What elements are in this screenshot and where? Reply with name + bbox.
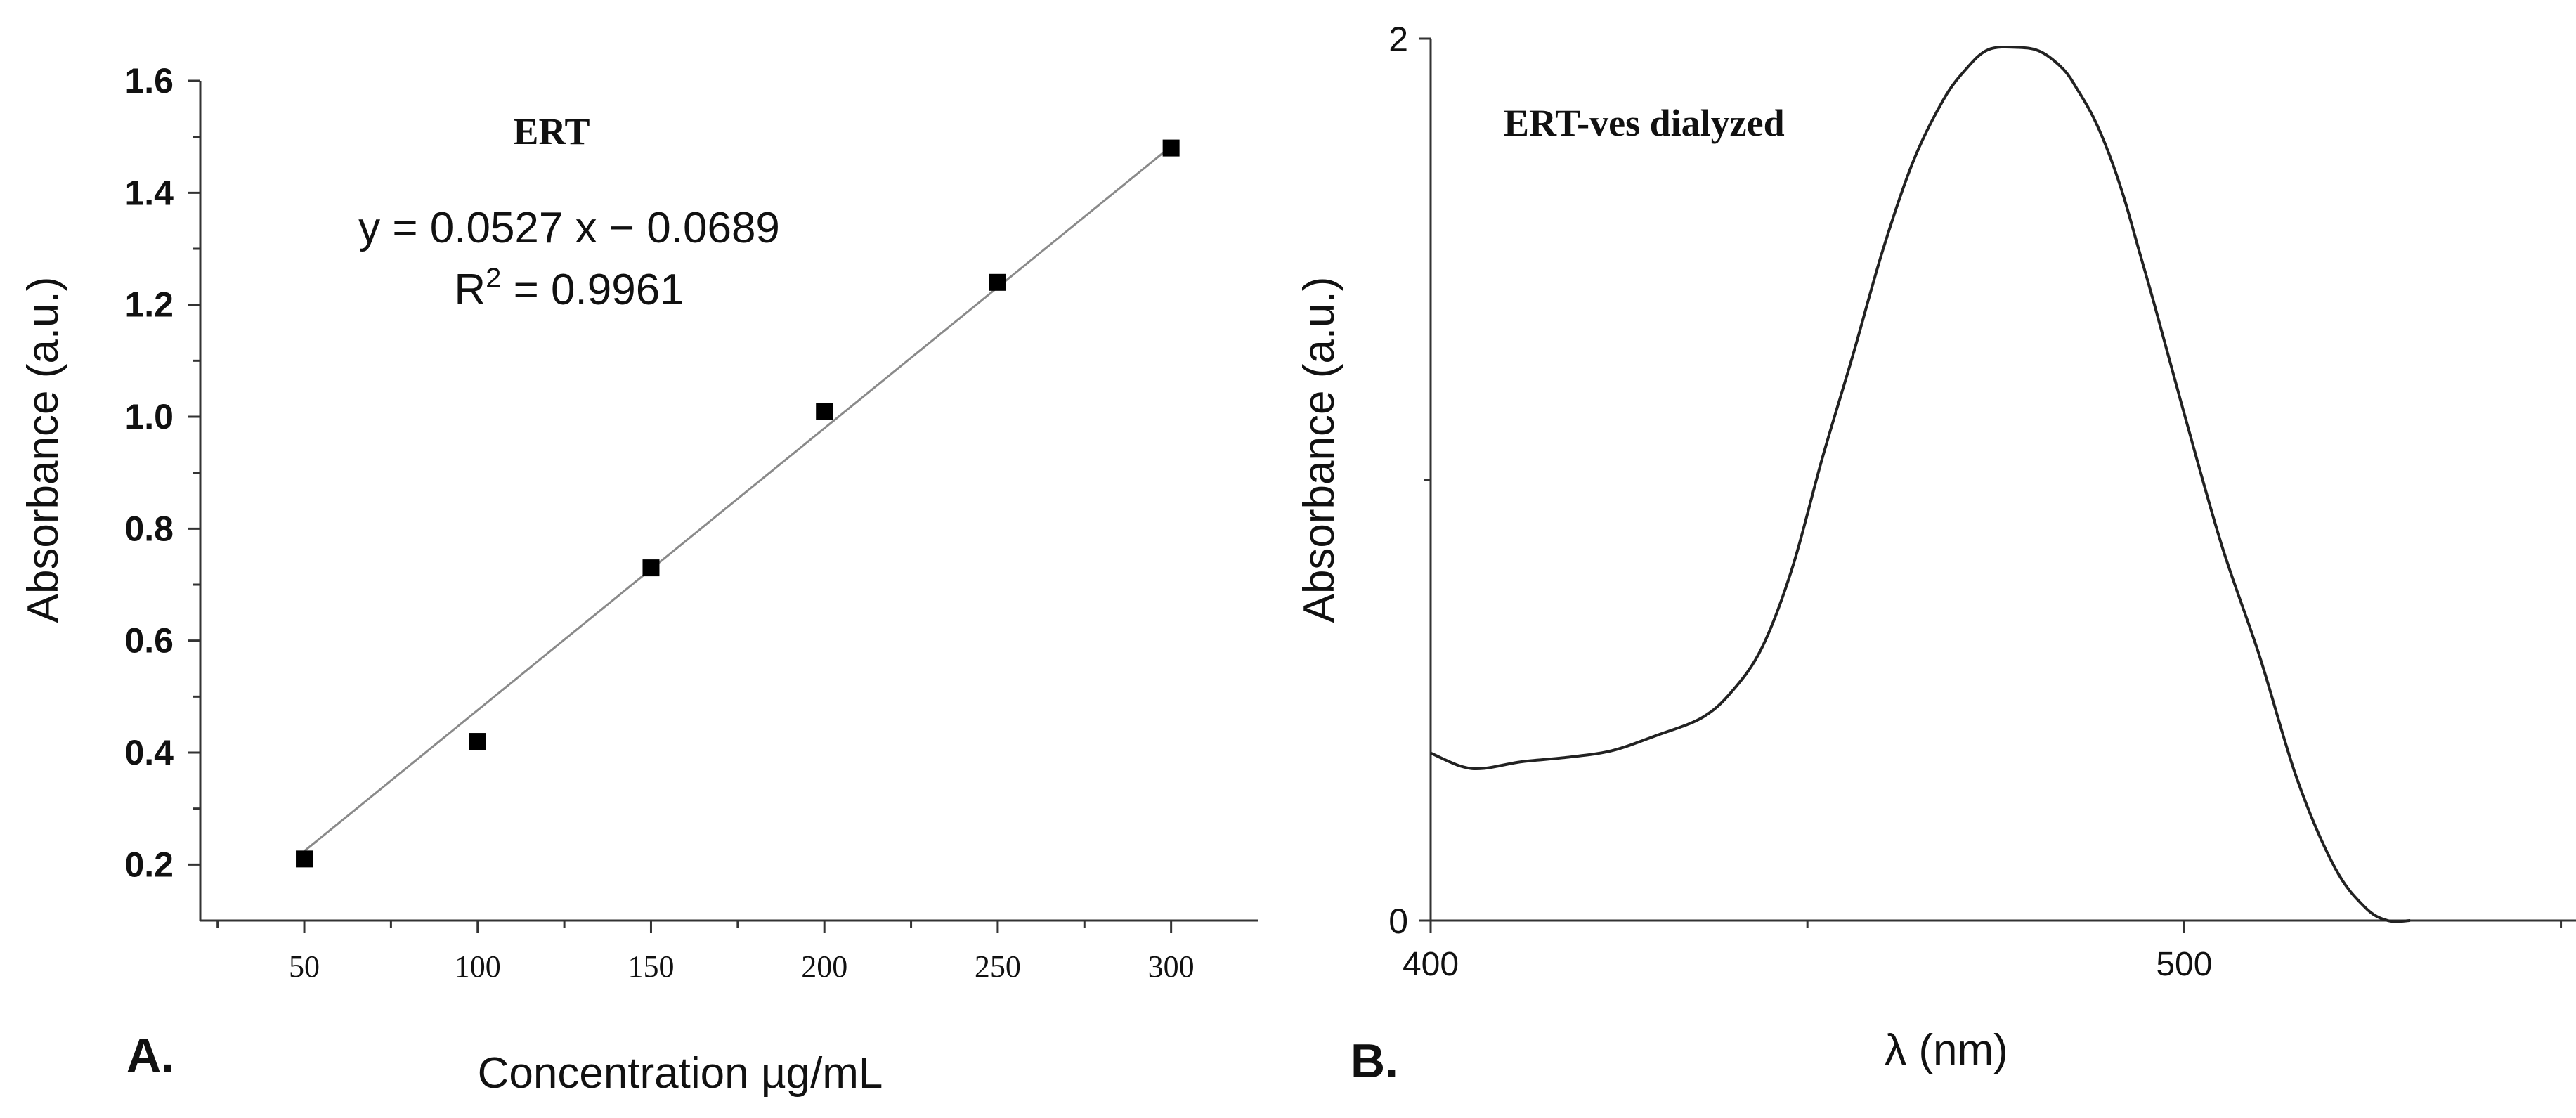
panel-a-r-squared: R2 = 0.9961 [454,263,684,314]
panel-a-y-tick-label: 0.2 [124,845,174,884]
panel-a-y-tick-label: 1.2 [124,285,174,325]
panel-a-x-tick-label: 250 [975,949,1021,984]
panel-a-y-tick-label: 1.6 [124,61,174,100]
panel-a-data-point [469,733,486,750]
panel-b-spectrum-chart: 02 400 500 ERT-ves dialyzed Absorbance (a… [1295,20,2576,1088]
panel-a-y-tick-label: 1.0 [124,397,174,436]
panel-b-y-tick-label: 2 [1388,20,1408,59]
panel-a-calibration-chart: 0.2 0.4 0.6 0.8 1.0 1.2 1.4 1.6 50 100 150 200 250 3… [19,61,1258,1098]
panel-a-data-point [989,273,1006,291]
panel-b-absorbance-curve [1430,45,2411,923]
panel-a-title: ERT [513,110,590,152]
panel-b-title: ERT-ves dialyzed [1504,102,1785,144]
panel-a-fit-equation: y = 0.0527 x − 0.0689 [358,204,780,252]
panel-a-y-tick-label: 1.4 [124,173,174,212]
panel-a-x-axis-label: Concentration µg/mL [478,1049,883,1098]
panel-a-y-tick-label: 0.4 [124,733,174,772]
panel-b-x-axis-label: λ (nm) [1885,1026,2008,1074]
panel-a-r-squared-value: = 0.9961 [501,266,684,314]
panel-b-x-tick-label: 500 [2156,946,2212,983]
panel-a-y-axis-label: Absorbance (a.u.) [19,277,67,623]
panel-a-data-point [816,403,833,420]
panel-a-data-point [296,850,313,868]
panel-b-panel-label: B. [1351,1034,1398,1088]
panel-b-x-ticks: 400 500 [1403,921,2563,983]
panel-a-y-tick-label: 0.6 [124,621,174,661]
panel-a-data-points [296,139,1180,868]
panel-a-x-ticks: 50 100 150 200 250 300 [216,921,1195,984]
panel-b-y-tick-label: 0 [1388,902,1408,941]
panel-a-x-tick-label: 150 [627,949,674,984]
panel-a-r-squared-prefix: R [454,266,486,314]
panel-b-x-tick-label: 400 [1403,946,1459,983]
panel-a-linear-fit-line [304,145,1172,852]
panel-a-r-squared-sup: 2 [486,263,501,294]
panel-a-y-ticks: 0.2 0.4 0.6 0.8 1.0 1.2 1.4 1.6 [124,61,200,884]
panel-a-panel-label: A. [126,1029,174,1082]
panel-a-data-point [1162,139,1180,157]
panel-b-y-axis-label: Absorbance (a.u.) [1295,277,1344,623]
panel-a-x-tick-label: 300 [1148,949,1195,984]
panel-a-y-tick-label: 0.8 [124,509,174,548]
panel-a-x-tick-label: 200 [801,949,847,984]
panel-a-x-tick-label: 100 [455,949,501,984]
panel-a-data-point [642,559,660,577]
panel-b-y-ticks: 02 [1388,20,1431,941]
panel-a-x-tick-label: 50 [289,949,320,984]
